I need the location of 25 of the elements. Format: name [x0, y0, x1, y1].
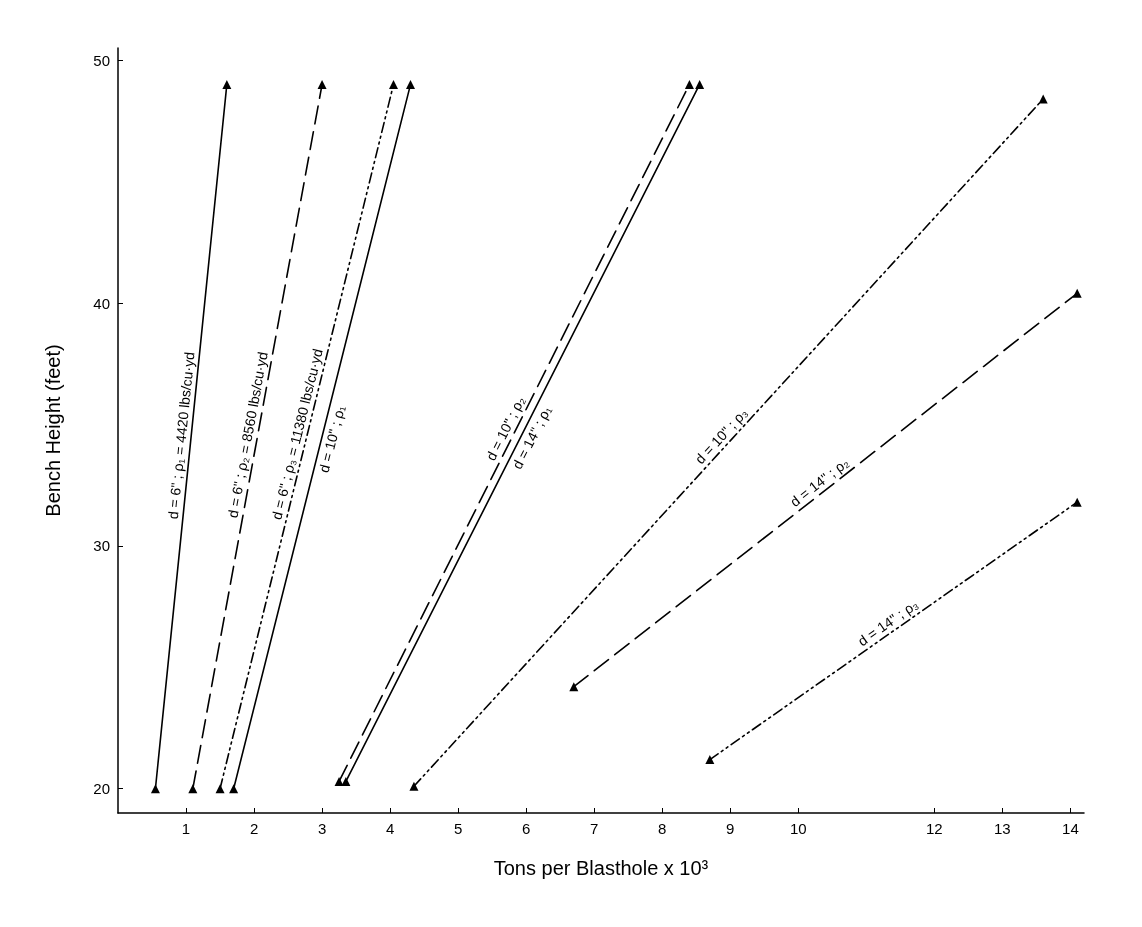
x-tick-label: 10: [789, 820, 807, 837]
y-tick-label: 50: [93, 51, 110, 69]
text: d = 6" ; ρ₁ = 4420 lbs/cu·yd: [164, 351, 198, 520]
y-axis-title: Bench Height (feet): [42, 344, 64, 517]
y-tick-label: 30: [93, 537, 110, 555]
x-tick-label: 13: [994, 820, 1011, 837]
x-axis-title: Tons per Blasthole x 10³: [493, 857, 709, 879]
x-tick-label: 8: [658, 820, 667, 837]
x-tick-label: 6: [522, 820, 531, 837]
x-tick-label: 14: [1062, 820, 1079, 837]
x-tick-label: 5: [453, 820, 463, 837]
x-tick-label: 2: [249, 820, 259, 837]
x-tick-label: 9: [726, 820, 735, 837]
x-tick-label: 7: [590, 820, 599, 837]
x-tick-label: 3: [317, 820, 327, 837]
x-tick-label: 4: [385, 820, 395, 837]
text: d = 10" ; ρ₁: [315, 403, 348, 475]
y-tick-label: 40: [93, 294, 110, 312]
text: d = 14" ; ρ₂: [787, 454, 852, 510]
x-tick-label: 1: [181, 820, 191, 837]
text: d = 10" ; ρ₃: [691, 404, 751, 467]
x-tick-label: 12: [925, 820, 943, 837]
text: d = 14" ; ρ₃: [854, 596, 921, 650]
text: d = 6" ; ρ₂ = 8560 lbs/cu·yd: [224, 350, 271, 520]
y-tick-label: 20: [93, 780, 110, 798]
